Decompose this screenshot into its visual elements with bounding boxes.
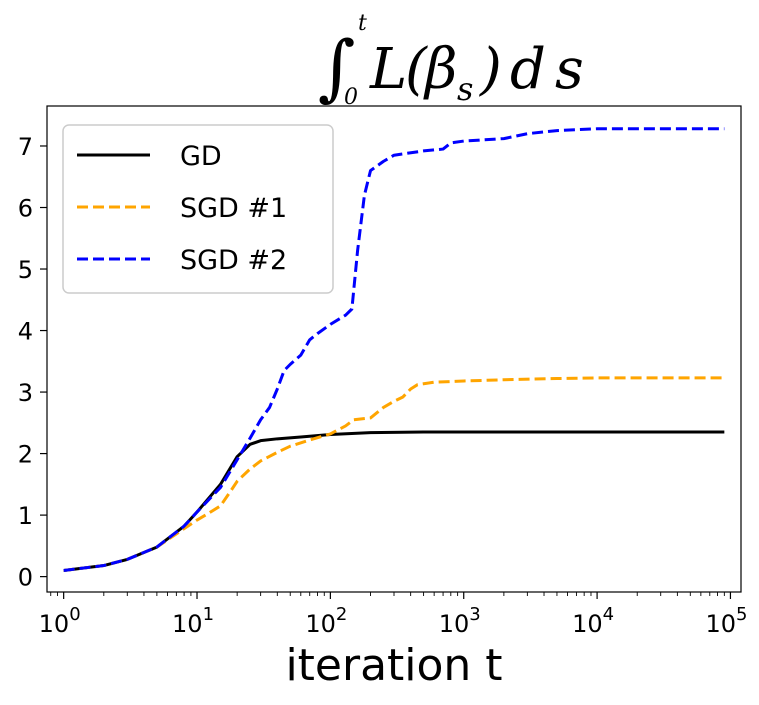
series-layer xyxy=(63,127,725,572)
title-beta: β xyxy=(423,37,457,102)
x-tick-label: 105 xyxy=(705,604,747,638)
series-line-sgd-2 xyxy=(63,127,725,572)
y-tick-label: 6 xyxy=(18,195,33,223)
legend-label-gd: GD xyxy=(180,141,222,172)
title-func: L xyxy=(369,37,407,102)
x-axis: 100 101 102 103 104 105 xyxy=(39,592,747,638)
title-lower-limit: 0 xyxy=(344,85,358,110)
legend: GD SGD #1 SGD #2 xyxy=(62,124,334,294)
title-integral-sign: ∫ xyxy=(318,25,356,109)
x-tick-label: 103 xyxy=(439,604,481,638)
title-var: s xyxy=(555,37,584,102)
y-tick-label: 2 xyxy=(18,441,33,469)
y-tick-label: 1 xyxy=(18,502,33,530)
x-tick-label: 101 xyxy=(172,604,214,638)
series-line-sgd-1 xyxy=(63,376,725,572)
x-axis-label: iteration t xyxy=(285,640,502,691)
legend-box xyxy=(62,124,334,294)
x-tick-label: 100 xyxy=(39,604,81,638)
y-axis: 0 1 2 3 4 5 6 7 xyxy=(18,133,47,592)
title-open-paren: ( xyxy=(405,37,428,102)
y-tick-label: 4 xyxy=(18,318,33,346)
legend-label-sgd-2: SGD #2 xyxy=(180,245,287,276)
y-tick-label: 7 xyxy=(18,133,33,161)
series-line-gd xyxy=(63,430,725,572)
y-tick-label: 3 xyxy=(18,379,33,407)
chart-title: ∫ t 0 L ( β s ) d s xyxy=(318,11,584,110)
title-close-paren: ) xyxy=(479,37,502,102)
legend-label-sgd-1: SGD #1 xyxy=(180,193,287,224)
title-d: d xyxy=(510,37,546,102)
title-upper-limit: t xyxy=(358,11,367,36)
x-tick-label: 104 xyxy=(572,604,614,638)
y-tick-label: 5 xyxy=(18,256,33,284)
x-tick-label: 102 xyxy=(305,604,347,638)
y-tick-label: 0 xyxy=(18,564,33,592)
title-subscript: s xyxy=(457,70,473,108)
